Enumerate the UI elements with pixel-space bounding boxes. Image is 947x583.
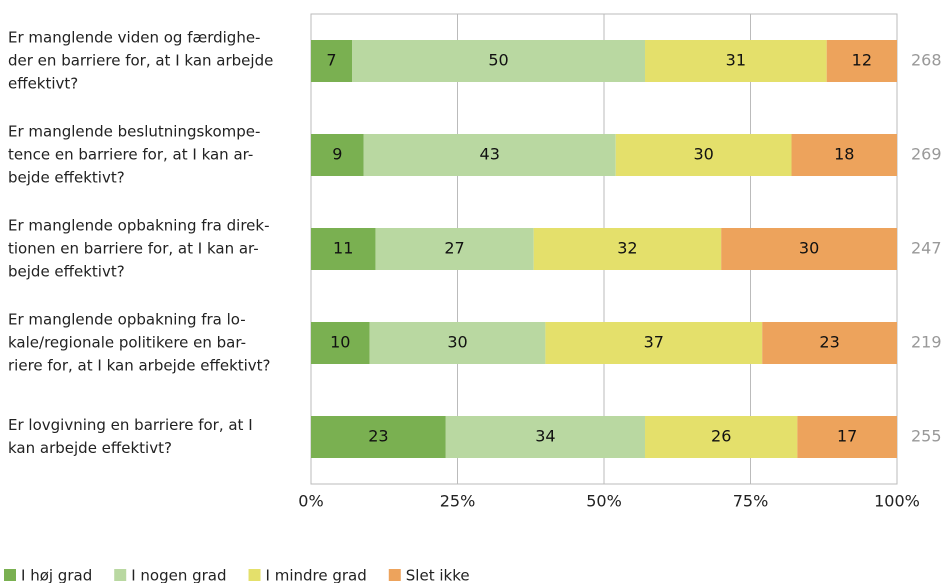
category-label: Er manglende beslutningskompe- [8,123,260,141]
category-label: riere for, at I kan arbejde effektivt? [8,357,271,375]
value-label: 31 [726,51,746,70]
value-label: 30 [799,239,819,258]
value-label: 23 [368,427,388,446]
bar-segment [826,40,897,82]
category-label: tence en barriere for, at I kan ar- [8,146,253,164]
bar-segment [311,134,364,176]
legend-swatch [114,569,127,581]
value-label: 12 [852,51,872,70]
value-label: 9 [332,145,342,164]
x-tick-label: 50% [586,492,622,511]
category-label: tionen en barriere for, at I kan ar- [8,240,259,258]
category-label: Er manglende opbakning fra lo- [8,311,246,329]
value-label: 43 [480,145,500,164]
bar-segment [762,322,897,364]
value-label: 11 [333,239,353,258]
bar-segment [645,40,827,82]
bar-segment [797,416,897,458]
bar-segment [615,134,792,176]
bar-segment [791,134,897,176]
bar-segment [533,228,722,270]
total-label: 247 [911,239,942,258]
category-label: effektivt? [8,75,78,93]
legend-label: I mindre grad [266,567,367,583]
value-label: 30 [693,145,713,164]
category-label: der en barriere for, at I kan arbejde [8,52,273,70]
bar-segment [645,416,798,458]
bar-segment [375,228,534,270]
bar-segment [369,322,546,364]
category-label: kan arbejde effektivt? [8,439,172,457]
total-label: 269 [911,145,942,164]
bar-segment [545,322,763,364]
legend-swatch [248,569,261,581]
value-label: 23 [819,333,839,352]
bar-segment [311,40,353,82]
category-label: Er manglende viden og færdighe- [8,29,260,47]
total-label: 219 [911,333,942,352]
value-label: 30 [447,333,467,352]
legend-swatch [4,569,16,581]
legend-label: I høj grad [21,567,92,583]
category-label: Er lovgivning en barriere for, at I [8,416,253,434]
bar-segment [311,416,446,458]
bar-segment [363,134,616,176]
value-label: 50 [488,51,508,70]
category-label: kale/regionale politikere en bar- [8,334,246,352]
total-label: 255 [911,427,942,446]
x-tick-label: 0% [298,492,323,511]
value-label: 34 [535,427,555,446]
category-label: Er manglende opbakning fra direk- [8,217,270,235]
bar-segment [311,228,376,270]
x-tick-label: 25% [440,492,476,511]
bar-segment [311,322,370,364]
x-tick-label: 100% [874,492,920,511]
value-label: 37 [644,333,664,352]
legend-label: Slet ikke [406,567,470,583]
category-label: bejde effektivt? [8,263,125,281]
value-label: 27 [444,239,464,258]
category-label: bejde effektivt? [8,169,125,187]
legend-swatch [388,569,401,581]
legend-label: I nogen grad [131,567,226,583]
bar-segment [352,40,646,82]
value-label: 7 [326,51,336,70]
value-label: 18 [834,145,854,164]
value-label: 10 [330,333,350,352]
x-tick-label: 75% [733,492,769,511]
total-label: 268 [911,51,942,70]
value-label: 32 [617,239,637,258]
value-label: 26 [711,427,731,446]
bar-segment [721,228,897,270]
value-label: 17 [837,427,857,446]
bar-segment [445,416,646,458]
